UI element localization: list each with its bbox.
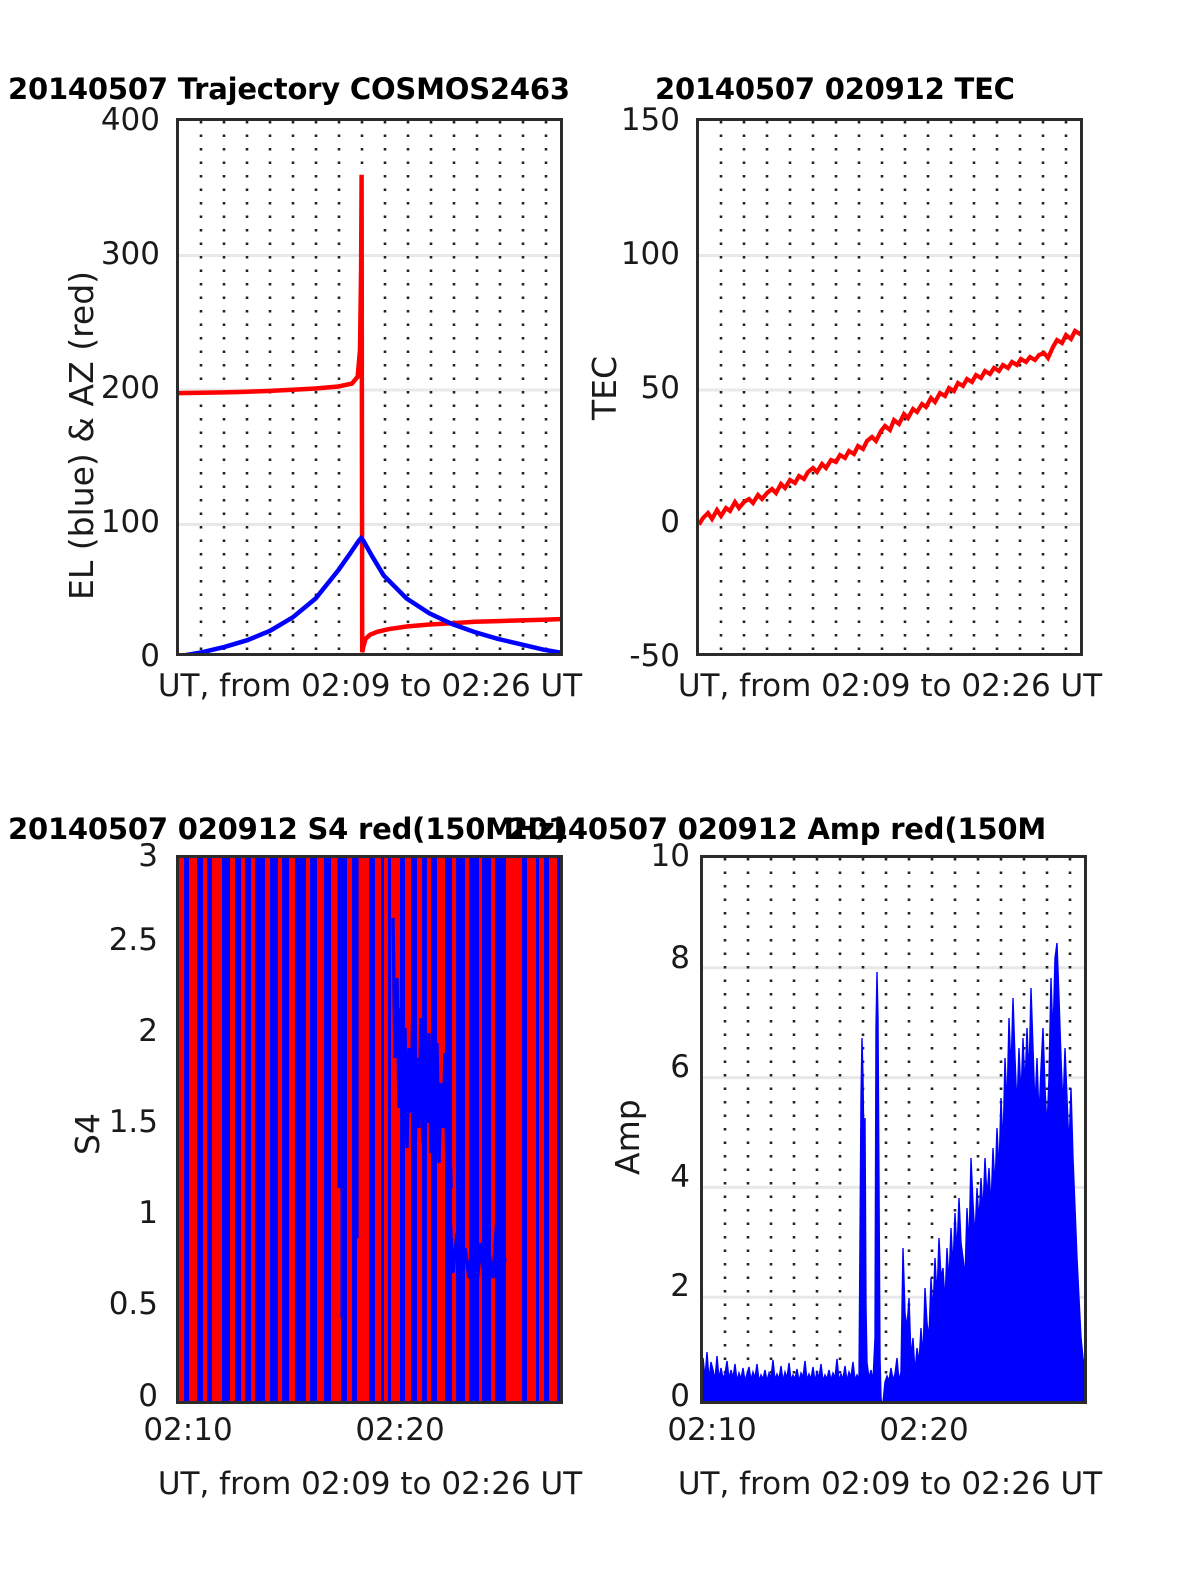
s4-ytick-0: 0 xyxy=(138,1378,158,1414)
s4-svg xyxy=(179,858,560,1401)
tec-ytick-50: 50 xyxy=(640,370,680,406)
trajectory-ytick-0: 0 xyxy=(140,638,160,674)
tec-xlabel: UT, from 02:09 to 02:26 UT xyxy=(677,668,1103,704)
tec-title: 20140507 020912 TEC xyxy=(655,72,1015,106)
s4-ytick-25: 2.5 xyxy=(108,922,158,958)
s4-plot-area xyxy=(176,855,563,1404)
s4-ytick-2: 2 xyxy=(138,1013,158,1049)
s4-ytick-3: 3 xyxy=(138,838,158,874)
amp-ytick-2: 2 xyxy=(670,1268,690,1304)
s4-ytick-1: 1 xyxy=(138,1195,158,1231)
amp-xtick-0220: 02:20 xyxy=(879,1412,969,1448)
amp-title: 20140507 020912 Amp red(150M xyxy=(508,812,1046,846)
amp-ytick-6: 6 xyxy=(670,1049,690,1085)
trajectory-plot-area xyxy=(176,118,563,656)
trajectory-az-curve xyxy=(179,174,560,653)
s4-xtick-0210: 02:10 xyxy=(143,1412,233,1448)
s4-xtick-0220: 02:20 xyxy=(355,1412,445,1448)
s4-blue-trace xyxy=(184,858,560,1401)
s4-ytick-05: 0.5 xyxy=(108,1286,158,1322)
amp-ytick-0: 0 xyxy=(670,1378,690,1414)
amp-blue-trace xyxy=(703,942,1084,1401)
amp-svg xyxy=(703,858,1084,1401)
tec-ytick-0: 0 xyxy=(660,504,680,540)
trajectory-el-curve xyxy=(184,534,560,653)
amp-plot-area xyxy=(700,855,1087,1404)
tec-ytick-neg50: -50 xyxy=(629,638,680,674)
s4-xlabel: UT, from 02:09 to 02:26 UT xyxy=(157,1466,583,1502)
trajectory-ytick-100: 100 xyxy=(100,504,160,540)
trajectory-ytick-300: 300 xyxy=(100,236,160,272)
tec-ytick-100: 100 xyxy=(620,236,680,272)
tec-hgrid xyxy=(699,254,1080,526)
trajectory-ylabel: EL (blue) & AZ (red) xyxy=(62,270,101,600)
amp-ytick-8: 8 xyxy=(670,940,690,976)
trajectory-xlabel: UT, from 02:09 to 02:26 UT xyxy=(157,668,583,704)
s4-ytick-15: 1.5 xyxy=(108,1104,158,1140)
amp-ytick-10: 10 xyxy=(650,838,690,874)
amp-ytick-4: 4 xyxy=(670,1159,690,1195)
trajectory-svg xyxy=(179,121,560,653)
tec-ytick-150: 150 xyxy=(620,102,680,138)
s4-title: 20140507 020912 S4 red(150MHz) xyxy=(8,812,568,846)
amp-xlabel: UT, from 02:09 to 02:26 UT xyxy=(677,1466,1103,1502)
tec-svg xyxy=(699,121,1080,653)
amp-xtick-0210: 02:10 xyxy=(667,1412,757,1448)
tec-plot-area xyxy=(696,118,1083,656)
trajectory-title: 20140507 Trajectory COSMOS2463 xyxy=(8,72,570,106)
tec-curve xyxy=(699,328,1080,526)
trajectory-ytick-400: 400 xyxy=(100,102,160,138)
trajectory-ytick-200: 200 xyxy=(100,370,160,406)
